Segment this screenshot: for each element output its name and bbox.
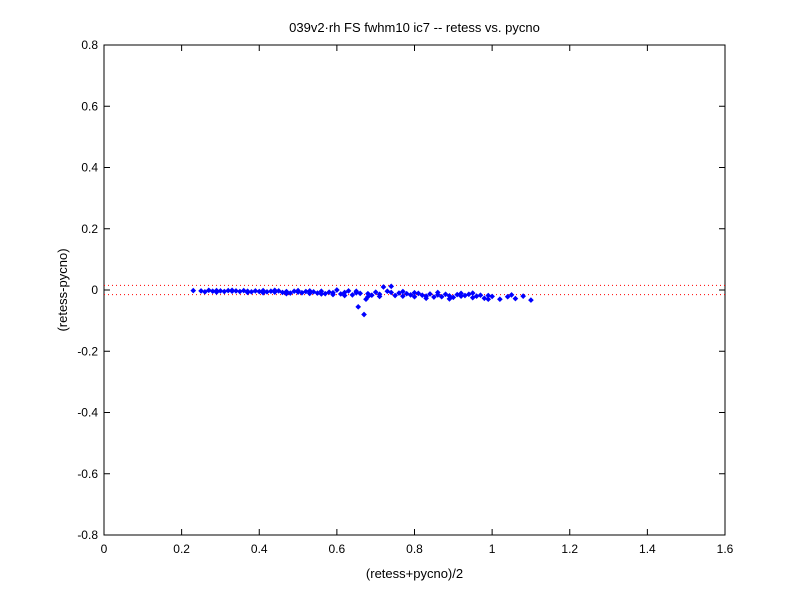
data-point: [400, 288, 406, 295]
x-tick-label: 0.8: [406, 542, 423, 556]
data-point: [380, 284, 387, 290]
data-point: [469, 294, 476, 301]
data-point: [407, 292, 414, 298]
data-point: [190, 287, 197, 294]
data-point: [357, 290, 363, 297]
data-point: [489, 293, 495, 300]
data-point: [365, 293, 371, 300]
data-point: [326, 289, 332, 295]
y-tick-label: 0.4: [81, 161, 98, 175]
data-point: [528, 297, 534, 303]
y-tick-label: -0.4: [77, 406, 98, 420]
data-point: [512, 295, 519, 302]
data-point: [198, 288, 204, 294]
data-point: [295, 287, 301, 294]
data-point: [345, 288, 352, 294]
x-tick-label: 1.2: [561, 542, 578, 556]
data-point: [337, 291, 344, 297]
x-tick-label: 0: [101, 542, 108, 556]
x-axis-label: (retess+pycno)/2: [366, 566, 463, 581]
data-point: [392, 292, 398, 299]
x-tick-label: 0.6: [329, 542, 346, 556]
x-tick-label: 1.4: [639, 542, 656, 556]
data-point: [376, 293, 383, 300]
data-point: [438, 293, 445, 300]
data-point: [205, 287, 212, 294]
data-point: [334, 287, 340, 293]
data-point: [388, 289, 395, 296]
data-point: [353, 288, 360, 295]
data-point: [442, 291, 449, 298]
y-tick-label: -0.6: [77, 467, 98, 481]
data-point: [485, 296, 492, 303]
data-point: [361, 311, 367, 318]
data-point: [330, 291, 336, 298]
data-point: [477, 292, 484, 299]
y-tick-label: -0.2: [77, 344, 98, 358]
data-point: [400, 293, 406, 299]
data-point: [396, 290, 402, 296]
data-point: [411, 293, 418, 300]
data-point: [260, 289, 266, 296]
data-point: [481, 295, 488, 302]
chart-title: 039v2·rh FS fwhm10 ic7 -- retess vs. pyc…: [289, 20, 540, 35]
data-point: [431, 294, 437, 300]
x-tick-label: 0.4: [251, 542, 268, 556]
data-point: [283, 290, 290, 297]
y-tick-label: 0.2: [81, 222, 98, 236]
data-point: [520, 293, 526, 299]
y-tick-label: 0.6: [81, 99, 98, 113]
x-tick-label: 0.2: [173, 542, 190, 556]
y-axis-label: (retess-pycno): [55, 248, 70, 331]
data-point: [368, 292, 375, 299]
data-point: [355, 304, 362, 310]
data-point: [372, 289, 379, 295]
data-point: [287, 290, 294, 296]
data-point: [446, 296, 453, 302]
data-point: [427, 291, 433, 297]
data-point: [388, 283, 395, 290]
data-point: [504, 293, 511, 300]
data-point: [458, 290, 464, 297]
y-tick-label: 0.8: [81, 38, 98, 52]
data-point: [252, 288, 259, 294]
y-tick-label: 0: [91, 283, 98, 297]
data-point: [306, 288, 313, 294]
data-point: [411, 289, 418, 296]
data-point: [240, 287, 247, 294]
data-point: [341, 292, 348, 299]
data-point: [450, 294, 457, 301]
data-point: [314, 290, 321, 296]
data-point: [508, 292, 515, 298]
data-point: [419, 292, 426, 299]
data-point: [423, 295, 429, 302]
data-point: [202, 289, 208, 295]
data-point: [469, 290, 476, 296]
y-tick-label: -0.8: [77, 528, 98, 542]
data-point: [434, 289, 441, 296]
data-point: [318, 291, 325, 297]
data-point: [349, 292, 356, 298]
data-point: [229, 287, 235, 294]
data-point: [271, 287, 278, 294]
x-tick-label: 1.6: [717, 542, 734, 556]
x-tick-label: 1: [489, 542, 496, 556]
data-point: [497, 296, 503, 303]
data-point: [322, 290, 329, 297]
data-point: [244, 289, 251, 296]
data-point: [213, 289, 220, 295]
